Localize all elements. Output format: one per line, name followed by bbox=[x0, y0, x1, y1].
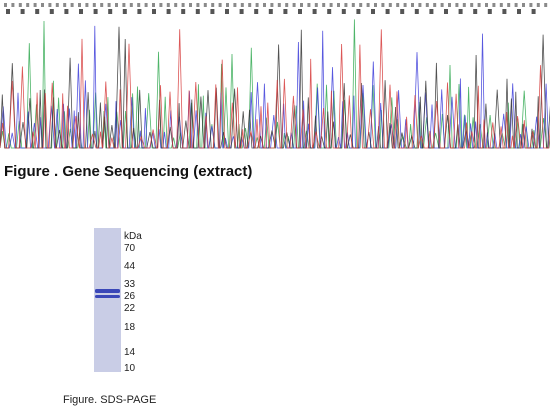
marker-label: 26 bbox=[124, 291, 136, 302]
marker-label: 22 bbox=[124, 303, 136, 314]
trace-channel bbox=[0, 25, 550, 149]
marker-label: 10 bbox=[124, 363, 136, 374]
marker-label: 18 bbox=[124, 322, 136, 333]
base-call-strip bbox=[4, 3, 548, 7]
sequencing-chromatogram bbox=[0, 0, 550, 152]
sequence-letters bbox=[6, 9, 536, 14]
marker-label: 33 bbox=[124, 279, 136, 290]
sds-page-gel bbox=[94, 228, 121, 372]
chromatogram-trace bbox=[0, 3, 550, 149]
sds-page-caption: Figure. SDS-PAGE bbox=[63, 394, 157, 406]
trace-channel bbox=[0, 29, 550, 149]
trace-channel bbox=[0, 26, 550, 149]
marker-label: 14 bbox=[124, 347, 136, 358]
protein-band bbox=[95, 295, 120, 298]
marker-ladder: kDa 70 44 33 26 22 18 14 10 bbox=[124, 231, 164, 374]
protein-band bbox=[95, 289, 120, 293]
unit-label: kDa bbox=[124, 231, 142, 242]
gel-lane-background bbox=[94, 228, 121, 372]
gel-lane bbox=[94, 228, 121, 372]
marker-label: 44 bbox=[124, 261, 136, 272]
sequencing-caption: Figure . Gene Sequencing (extract) bbox=[4, 163, 253, 180]
marker-label: 70 bbox=[124, 243, 136, 254]
